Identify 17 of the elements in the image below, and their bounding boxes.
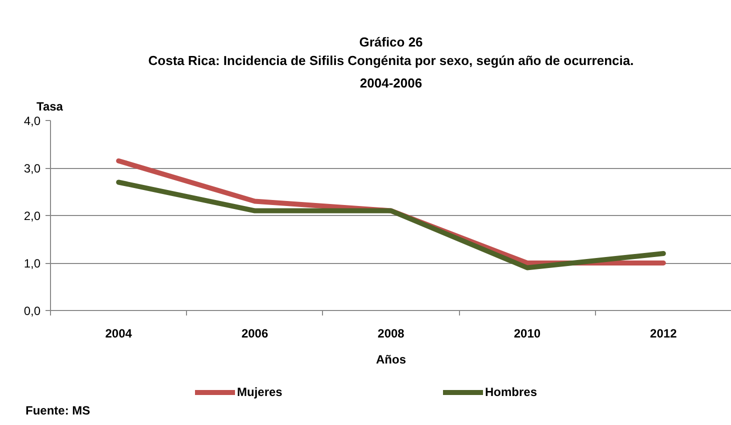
x-tick-label: 2008: [378, 326, 405, 340]
source-note: Fuente: MS: [26, 404, 90, 418]
x-tick-label: 2012: [650, 326, 678, 340]
x-axis-title: Años: [376, 352, 406, 366]
y-tick-label: 3,0: [24, 162, 41, 176]
chart-title: Gráfico 26: [359, 34, 423, 50]
y-tick-label: 1,0: [24, 256, 41, 270]
y-axis-title: Tasa: [36, 100, 64, 114]
legend-label: Hombres: [485, 385, 538, 399]
x-tick-label: 2006: [241, 326, 268, 340]
chart-subtitle: Costa Rica: Incidencia de Sifilis Congénita por sexo, según año de ocurrencia. 2004-2006: [148, 53, 634, 90]
y-tick-label: 0,0: [24, 304, 41, 318]
x-tick-label: 2004: [105, 326, 132, 340]
y-tick-label: 4,0: [24, 114, 41, 128]
y-tick-label: 2,0: [24, 209, 41, 223]
legend-label: Mujeres: [237, 385, 284, 399]
x-tick-label: 2010: [514, 326, 541, 340]
